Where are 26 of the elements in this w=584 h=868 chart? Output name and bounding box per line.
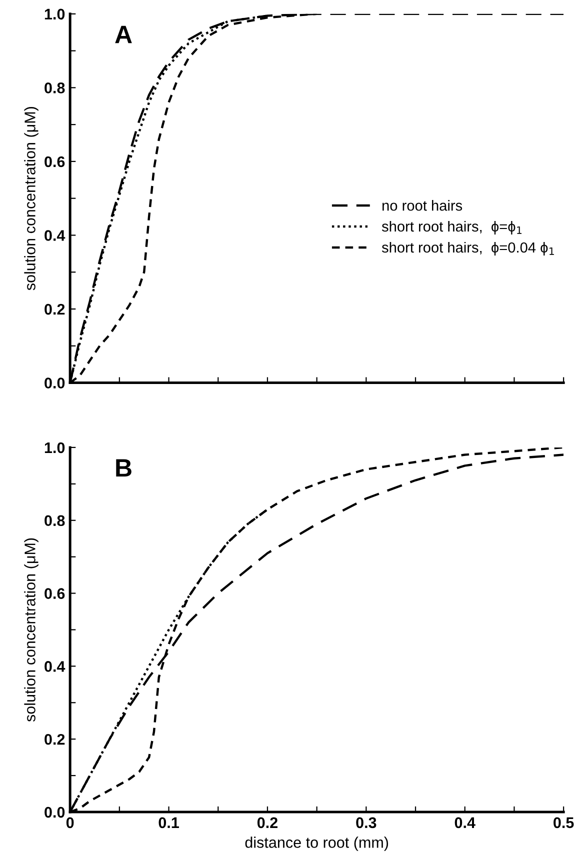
y-axis-title: solution concentration (μM) (24, 106, 38, 290)
x-tick-label: 0.3 (356, 817, 376, 828)
x-tick-label: 0.2 (257, 817, 278, 828)
x-tick-label: 0 (66, 817, 74, 828)
y-tick-label: 0.6 (44, 588, 65, 599)
y-tick-label: 0.4 (44, 230, 66, 241)
y-tick-label: 1.0 (44, 442, 65, 454)
legend-label: no root hairs (382, 200, 462, 211)
y-tick-label: 0.2 (44, 304, 65, 315)
x-tick-label: 0.1 (158, 817, 179, 828)
legend-label: short root hairs, ϕ=ϕ$_{1}$ (382, 220, 522, 235)
x-tick-label: 0.5 (554, 817, 574, 828)
legend-label: short root hairs, ϕ=0.04 ϕ$_{1}$ (382, 242, 554, 256)
y-tick-label: 0.0 (44, 378, 65, 388)
y-tick-label: 0.8 (44, 82, 65, 94)
y-tick-label: 0.4 (44, 661, 66, 672)
chart-title: B (116, 459, 132, 477)
chart-title: A (115, 26, 132, 44)
y-tick-label: 0.8 (44, 515, 65, 526)
x-axis-title: distance to root (mm) (245, 836, 388, 851)
y-tick-label: 0.0 (44, 806, 65, 818)
y-tick-label: 1.0 (44, 8, 65, 20)
y-tick-label: 0.2 (44, 734, 65, 745)
x-tick-label: 0.4 (454, 817, 476, 828)
y-axis-title: solution concentration (μM) (24, 538, 38, 722)
y-tick-label: 0.6 (44, 156, 65, 168)
